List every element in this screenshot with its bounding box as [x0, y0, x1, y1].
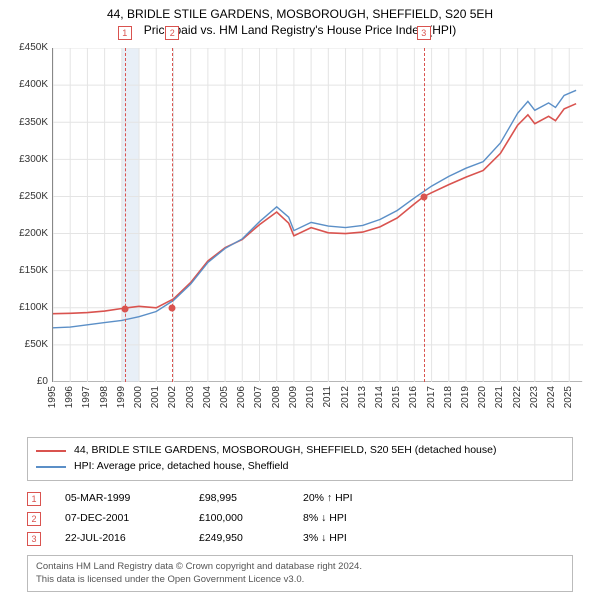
x-tick-label: 2017: [426, 386, 437, 408]
legend: 44, BRIDLE STILE GARDENS, MOSBOROUGH, SH…: [27, 437, 573, 481]
plot-svg: [53, 48, 583, 382]
x-tick-label: 2020: [477, 386, 488, 408]
x-tick-label: 1996: [64, 386, 75, 408]
attribution-line-1: Contains HM Land Registry data © Crown c…: [36, 561, 564, 574]
x-tick-label: 2003: [185, 386, 196, 408]
y-tick-label: £100K: [8, 302, 48, 313]
event-pct: 3% ↓ HPI: [303, 529, 393, 549]
event-date: 05-MAR-1999: [65, 489, 175, 509]
x-tick-label: 1999: [116, 386, 127, 408]
event-row: 2 07-DEC-2001 £100,000 8% ↓ HPI: [27, 509, 573, 529]
event-dot: [121, 305, 128, 312]
x-tick-label: 2006: [236, 386, 247, 408]
x-tick-label: 2023: [529, 386, 540, 408]
y-tick-label: £300K: [8, 154, 48, 165]
event-marker: 3: [417, 26, 431, 40]
x-tick-label: 1995: [47, 386, 58, 408]
y-tick-label: £0: [8, 376, 48, 387]
event-row: 1 05-MAR-1999 £98,995 20% ↑ HPI: [27, 489, 573, 509]
x-tick-label: 2018: [443, 386, 454, 408]
y-tick-label: £150K: [8, 265, 48, 276]
legend-label: 44, BRIDLE STILE GARDENS, MOSBOROUGH, SH…: [74, 443, 496, 459]
event-pct: 20% ↑ HPI: [303, 489, 393, 509]
event-date: 07-DEC-2001: [65, 509, 175, 529]
x-tick-label: 2002: [167, 386, 178, 408]
x-tick-label: 1998: [99, 386, 110, 408]
event-dot: [420, 193, 427, 200]
legend-row: 44, BRIDLE STILE GARDENS, MOSBOROUGH, SH…: [36, 443, 564, 459]
chart-title: 44, BRIDLE STILE GARDENS, MOSBOROUGH, SH…: [8, 6, 592, 38]
x-tick-label: 2022: [512, 386, 523, 408]
x-tick-label: 1997: [81, 386, 92, 408]
x-tick-label: 2009: [288, 386, 299, 408]
event-price: £100,000: [199, 509, 279, 529]
y-tick-label: £200K: [8, 228, 48, 239]
attribution-line-2: This data is licensed under the Open Gov…: [36, 574, 564, 587]
plot-region: 123: [52, 48, 582, 382]
y-tick-label: £400K: [8, 79, 48, 90]
x-tick-label: 2019: [460, 386, 471, 408]
x-tick-label: 2011: [322, 386, 333, 408]
event-index: 1: [27, 492, 41, 506]
legend-label: HPI: Average price, detached house, Shef…: [74, 459, 288, 475]
x-tick-label: 2010: [305, 386, 316, 408]
x-tick-label: 2007: [253, 386, 264, 408]
legend-row: HPI: Average price, detached house, Shef…: [36, 459, 564, 475]
event-date: 22-JUL-2016: [65, 529, 175, 549]
event-price: £98,995: [199, 489, 279, 509]
title-line-2: Price paid vs. HM Land Registry's House …: [8, 22, 592, 38]
event-marker: 2: [165, 26, 179, 40]
event-rule: [424, 48, 425, 382]
y-tick-label: £350K: [8, 117, 48, 128]
x-tick-label: 2000: [133, 386, 144, 408]
x-tick-label: 2012: [340, 386, 351, 408]
event-marker: 1: [118, 26, 132, 40]
event-price: £249,950: [199, 529, 279, 549]
event-index: 3: [27, 532, 41, 546]
event-rule: [172, 48, 173, 382]
title-line-1: 44, BRIDLE STILE GARDENS, MOSBOROUGH, SH…: [8, 6, 592, 22]
attribution: Contains HM Land Registry data © Crown c…: [27, 555, 573, 592]
event-dot: [169, 305, 176, 312]
y-tick-label: £50K: [8, 339, 48, 350]
event-row: 3 22-JUL-2016 £249,950 3% ↓ HPI: [27, 529, 573, 549]
x-tick-label: 2013: [357, 386, 368, 408]
x-tick-label: 2016: [408, 386, 419, 408]
x-tick-label: 2015: [391, 386, 402, 408]
legend-swatch: [36, 450, 66, 452]
x-tick-label: 2021: [494, 386, 505, 408]
chart-area: 123 £0 £50K £100K £150K £200K £250K £300K £350K…: [8, 44, 592, 429]
x-tick-label: 2004: [202, 386, 213, 408]
y-tick-label: £250K: [8, 191, 48, 202]
y-tick-label: £450K: [8, 42, 48, 53]
event-pct: 8% ↓ HPI: [303, 509, 393, 529]
x-tick-label: 2024: [546, 386, 557, 408]
event-index: 2: [27, 512, 41, 526]
events-table: 1 05-MAR-1999 £98,995 20% ↑ HPI 2 07-DEC-2001…: [27, 489, 573, 549]
x-tick-label: 2008: [271, 386, 282, 408]
legend-swatch: [36, 466, 66, 468]
x-tick-label: 2005: [219, 386, 230, 408]
x-tick-label: 2025: [563, 386, 574, 408]
x-tick-label: 2014: [374, 386, 385, 408]
event-rule: [125, 48, 126, 382]
x-tick-label: 2001: [150, 386, 161, 408]
figure: 44, BRIDLE STILE GARDENS, MOSBOROUGH, SH…: [0, 0, 600, 590]
